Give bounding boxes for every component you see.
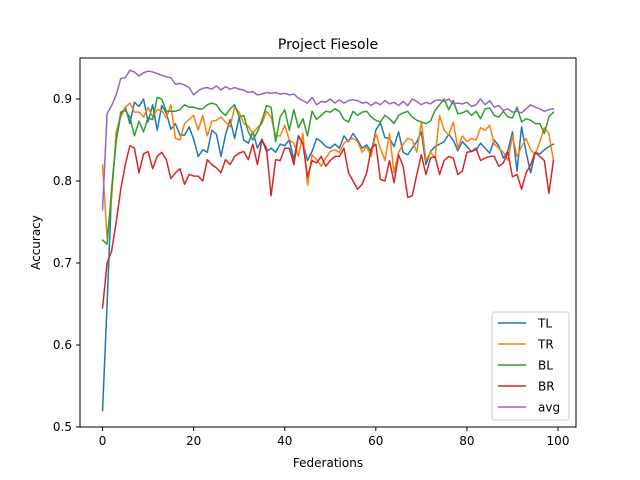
legend-label-avg: avg — [538, 401, 560, 415]
legend: TL TR BL BR avg — [491, 311, 570, 421]
x-axis-label: Federations — [293, 456, 363, 470]
y-tick-label: 0.9 — [53, 92, 72, 106]
x-tick-label: 0 — [99, 434, 107, 448]
x-tick-label: 60 — [368, 434, 383, 448]
y-tick-label: 0.5 — [53, 420, 72, 434]
x-tick-label: 80 — [459, 434, 474, 448]
x-tick-label: 100 — [547, 434, 570, 448]
x-tick-label: 40 — [277, 434, 292, 448]
chart-title: Project Fiesole — [278, 37, 378, 53]
series-line-tr — [101, 102, 555, 240]
legend-label-tl: TL — [537, 317, 552, 331]
series-lines — [101, 69, 555, 412]
y-tick-label: 0.7 — [53, 256, 72, 270]
legend-box — [491, 311, 570, 421]
plot-area-frame — [79, 57, 577, 428]
legend-label-tr: TR — [537, 338, 554, 352]
x-axis-ticks: 0 20 40 60 80 100 — [99, 427, 570, 448]
legend-label-br: BR — [538, 380, 555, 394]
series-line-avg — [101, 69, 555, 211]
y-tick-label: 0.8 — [53, 174, 72, 188]
series-line-tl — [101, 98, 555, 412]
series-line-bl — [101, 96, 555, 245]
y-tick-label: 0.6 — [53, 338, 72, 352]
y-axis-ticks: 0.5 0.6 0.7 0.8 0.9 — [53, 92, 80, 434]
x-tick-label: 20 — [186, 434, 201, 448]
legend-label-bl: BL — [538, 359, 553, 373]
series-line-br — [101, 135, 555, 309]
y-axis-label: Accuracy — [29, 215, 43, 270]
